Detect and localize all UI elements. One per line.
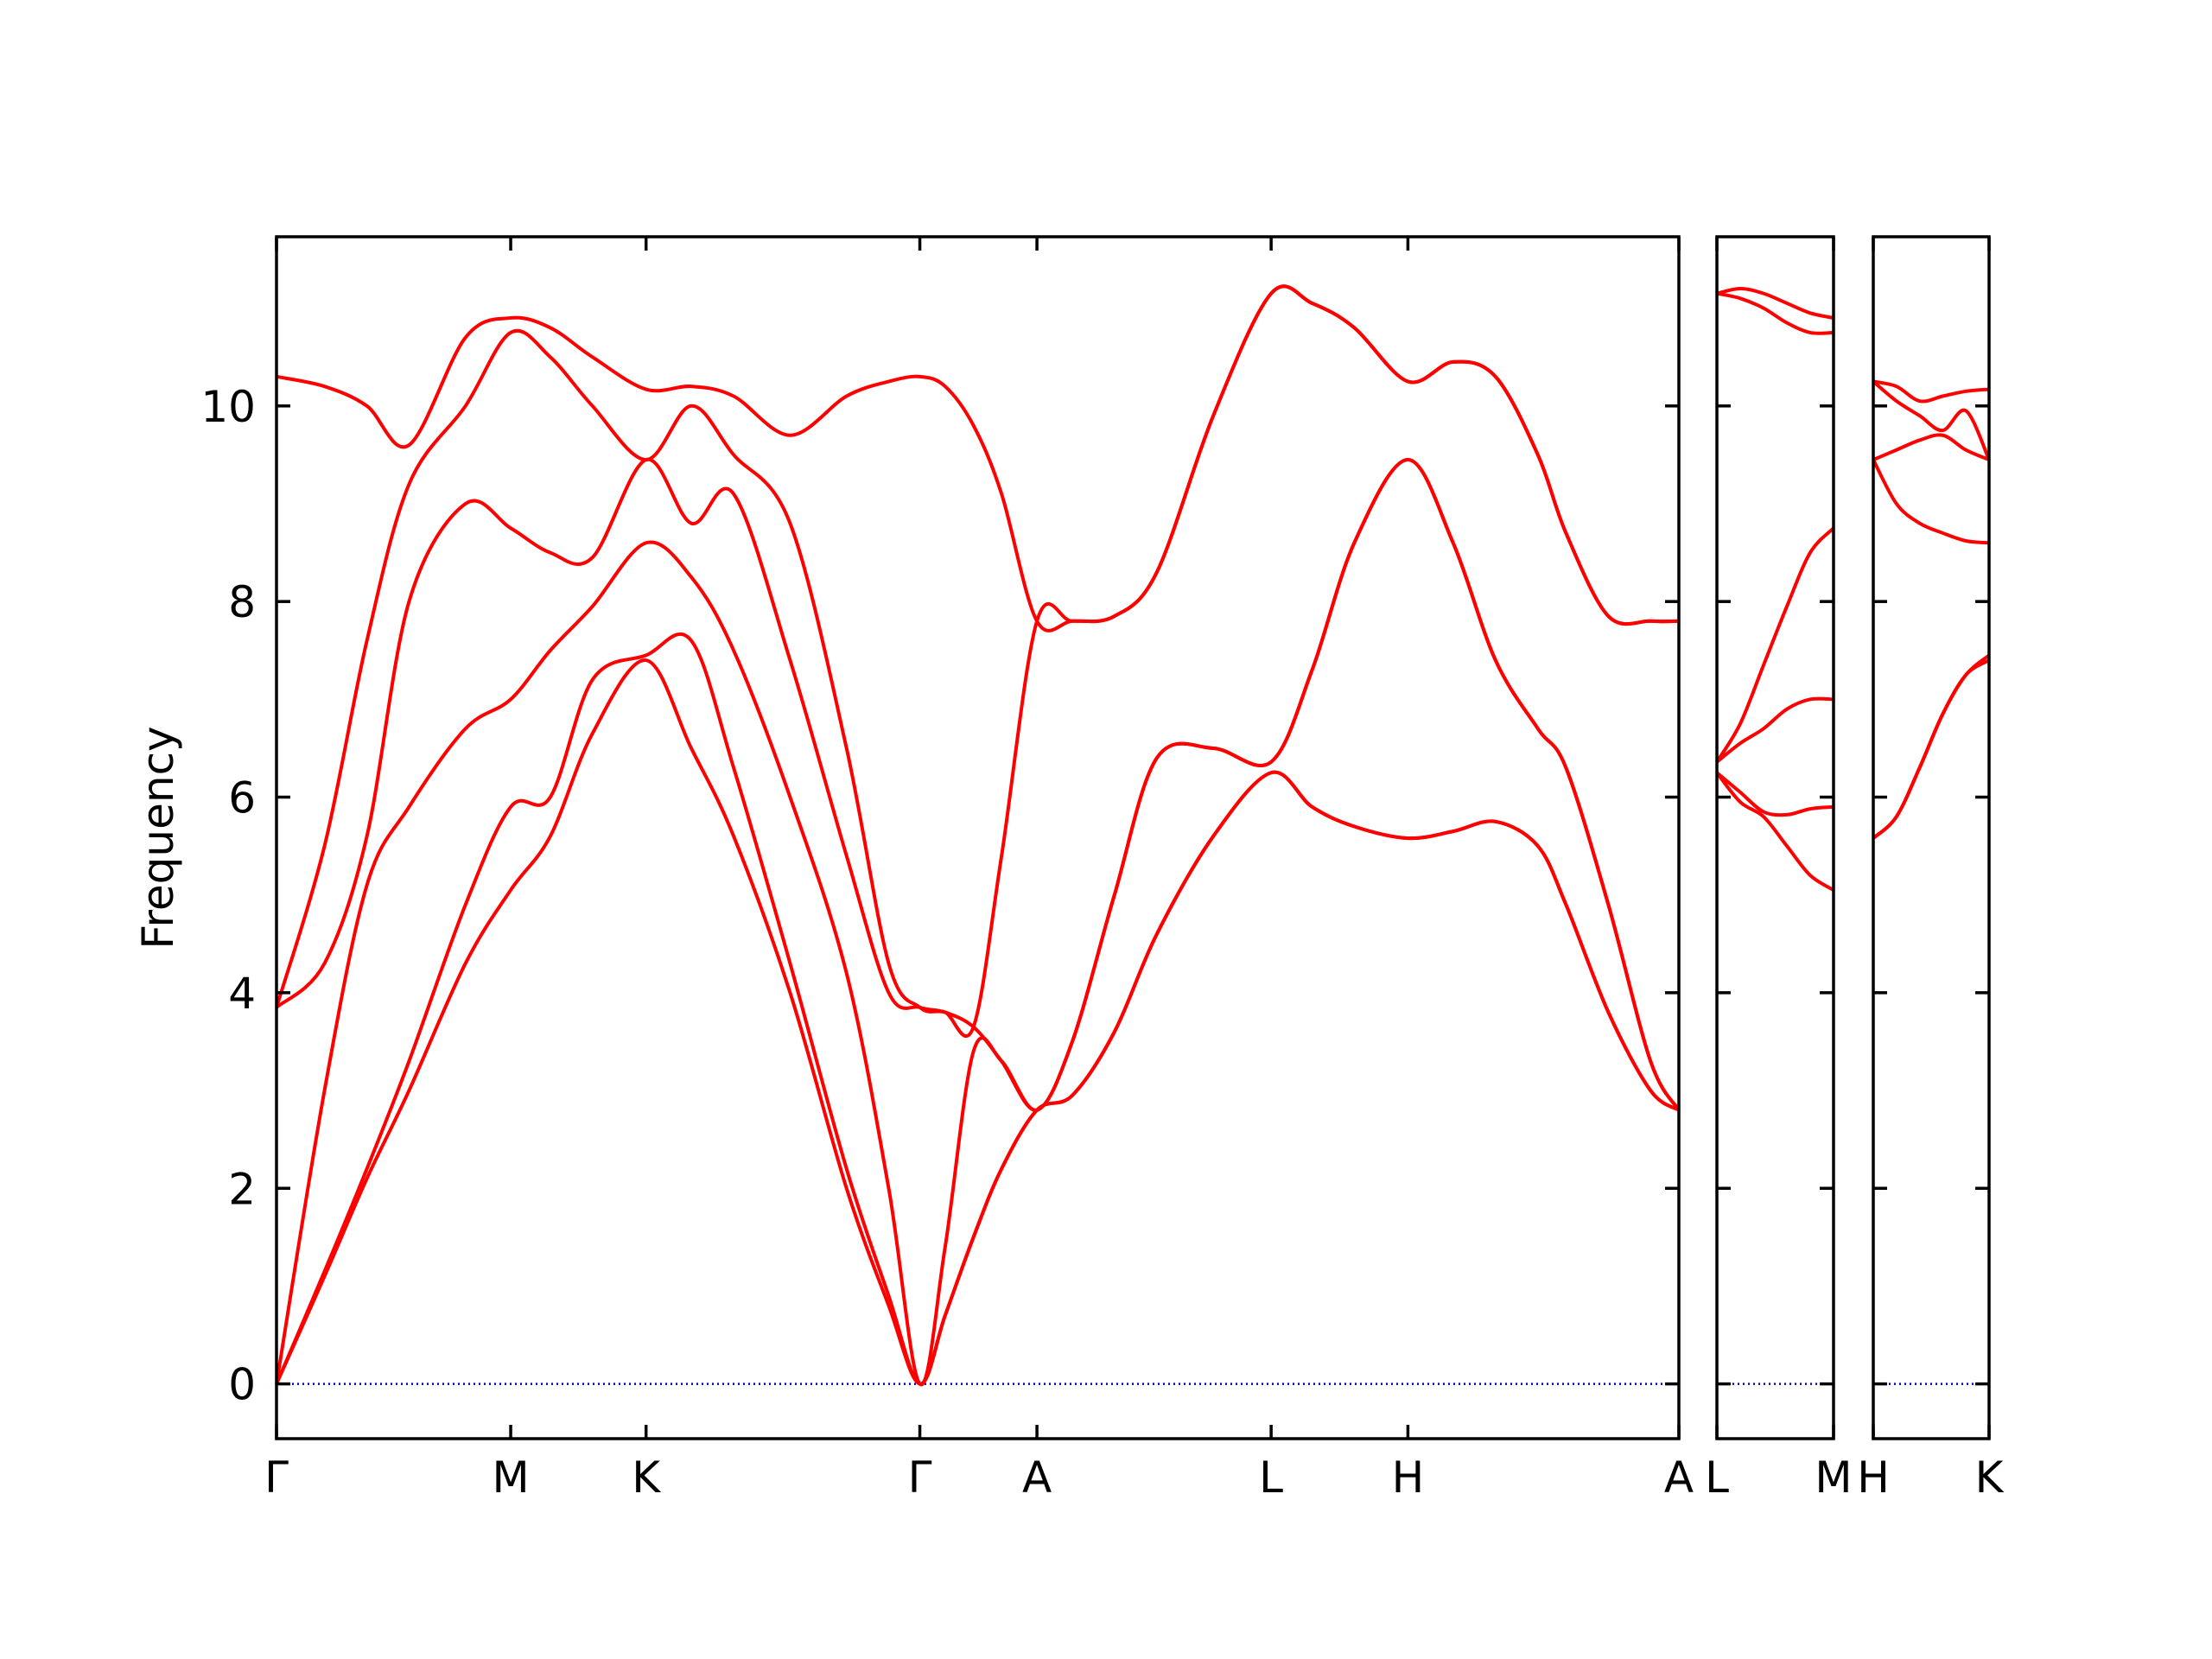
band-line — [1716, 286, 1834, 320]
x-tick-label: M — [1815, 1452, 1852, 1503]
y-tick-label: 4 — [228, 969, 256, 1019]
x-tick-label: L — [1705, 1452, 1729, 1503]
band-line — [1715, 771, 1834, 817]
band-line — [1872, 379, 1990, 404]
x-tick-label: A — [1022, 1452, 1052, 1503]
y-tick-label: 0 — [228, 1360, 256, 1410]
band-line — [1715, 526, 1835, 763]
band-line — [275, 658, 1681, 1386]
x-tick-label: L — [1259, 1452, 1283, 1503]
x-tick-label: H — [1857, 1452, 1890, 1503]
x-tick-label: Γ — [264, 1452, 289, 1503]
axes-frame — [1872, 235, 1991, 1440]
y-tick-label: 8 — [228, 577, 256, 627]
x-tick-label: K — [1975, 1452, 2005, 1503]
x-tick-label: M — [492, 1452, 529, 1503]
y-tick-label: 6 — [228, 773, 256, 823]
y-axis-label: Frequency — [133, 726, 183, 949]
band-line — [1872, 459, 1990, 545]
axes-frame — [1715, 235, 1835, 1440]
band-line — [1872, 433, 1990, 461]
band-line — [275, 458, 1681, 1112]
band-line — [1715, 696, 1834, 764]
band-line — [275, 458, 1681, 1387]
band-line — [1872, 379, 1991, 461]
band-line — [1872, 653, 1991, 840]
x-tick-label: A — [1664, 1452, 1694, 1503]
x-tick-label: Γ — [908, 1452, 932, 1503]
band-line — [1715, 771, 1835, 892]
axes-frame — [275, 235, 1681, 1440]
x-tick-label: K — [632, 1452, 661, 1503]
y-tick-label: 2 — [228, 1164, 256, 1214]
band-line — [276, 284, 1680, 632]
band-line — [275, 632, 1681, 1386]
y-tick-label: 10 — [200, 382, 256, 432]
x-tick-label: H — [1392, 1452, 1425, 1503]
band-line — [1716, 291, 1834, 335]
band-line — [1872, 658, 1991, 840]
